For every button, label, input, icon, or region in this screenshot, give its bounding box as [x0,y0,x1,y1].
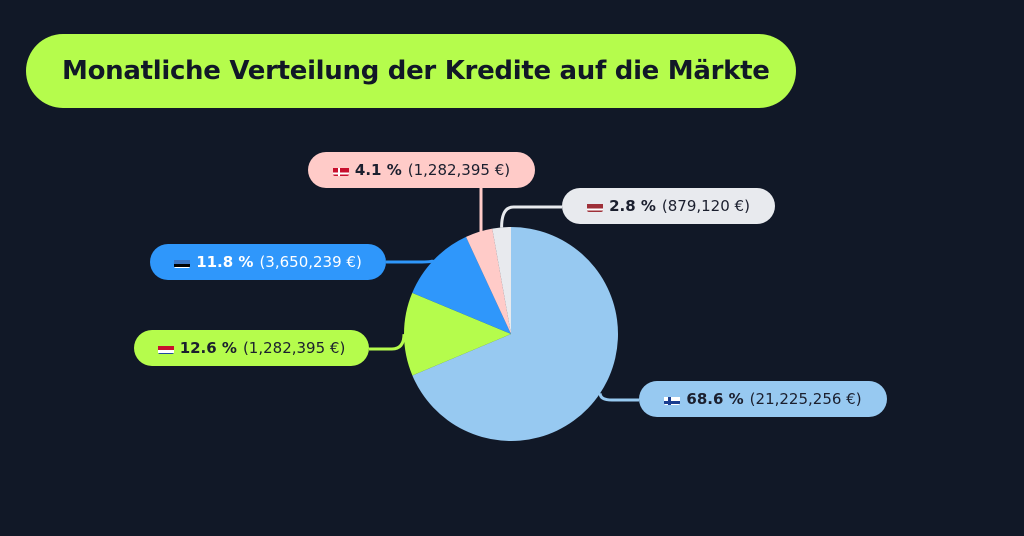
amount-label: (879,120 €) [661,197,750,215]
latvia-flag-icon [587,201,604,212]
data-label-latvia: 2.8 % (879,120 €) [562,188,775,224]
estonia-flag-icon [174,257,191,268]
percent-label: 12.6 % [179,339,237,357]
data-label-estonia: 11.8 % (3,650,239 €) [150,244,386,280]
amount-label: (3,650,239 €) [259,253,362,271]
finland-flag-icon [664,394,681,405]
leader-line-finland [598,393,639,402]
percent-label: 2.8 % [609,197,656,215]
leader-line-estonia [386,259,436,264]
data-label-denmark: 4.1 % (1,282,395 €) [308,152,535,188]
pie-slice-finland [412,227,619,442]
amount-label: (1,282,395 €) [242,339,346,357]
pie-slice-latvia [492,227,511,334]
netherlands-flag-icon [157,343,174,354]
percent-label: 4.1 % [354,161,402,179]
chart-title: Monatliche Verteilung der Kredite auf di… [62,56,770,86]
amount-label: (21,225,256 €) [749,390,862,408]
pie-slice-denmark [466,228,511,334]
amount-label: (1,282,395 €) [407,161,511,179]
data-label-netherlands: 12.6 % (1,282,395 €) [134,330,369,366]
title-banner: Monatliche Verteilung der Kredite auf di… [26,34,796,108]
leader-line-netherlands [369,334,406,351]
data-label-finland: 68.6 % (21,225,256 €) [639,381,887,417]
pie-slice-estonia [412,236,511,334]
pie-slice-netherlands [404,292,511,376]
leader-line-latvia [500,205,562,228]
denmark-flag-icon [332,165,349,176]
percent-label: 11.8 % [196,253,254,271]
percent-label: 68.6 % [686,390,744,408]
